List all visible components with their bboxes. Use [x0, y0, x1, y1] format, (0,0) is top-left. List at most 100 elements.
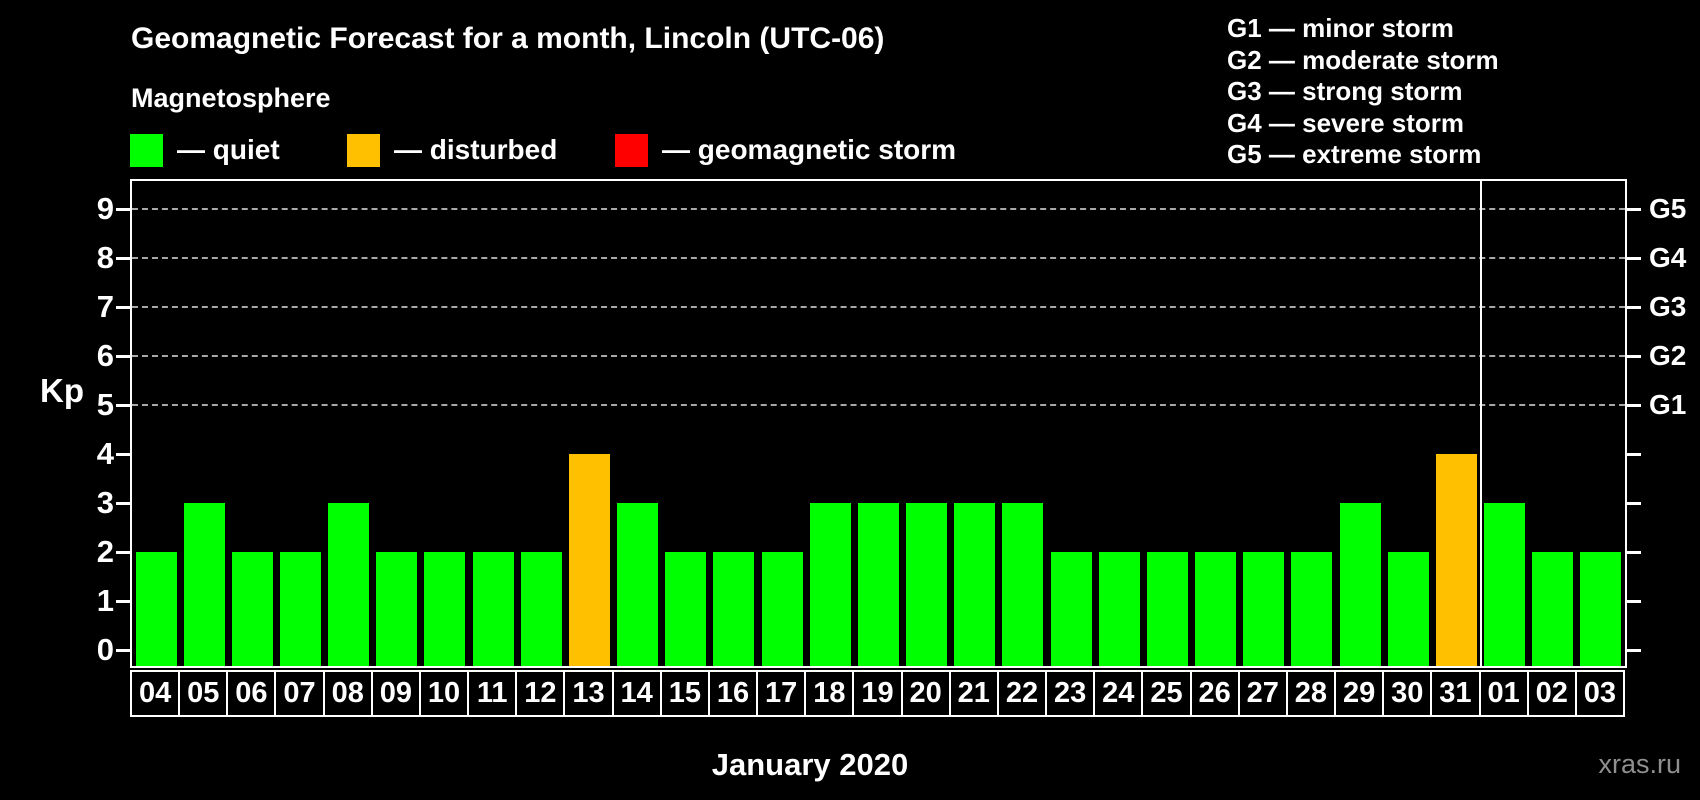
kp-axis-tick-2	[116, 551, 132, 554]
kp-gridline-7	[132, 306, 1625, 308]
legend-item-quiet: — quiet	[130, 133, 280, 167]
kp-axis-tick-label-8: 8	[96, 240, 114, 275]
kp-bar-day-05	[183, 503, 225, 666]
day-label-07: 07	[274, 670, 325, 717]
kp-gridline-5	[132, 404, 1625, 406]
day-label-04: 04	[130, 670, 181, 717]
disturbed-color-swatch	[347, 133, 380, 167]
g-scale-tick-label-g4: G4	[1649, 242, 1687, 273]
day-label-19: 19	[852, 670, 903, 717]
day-label-28: 28	[1285, 670, 1337, 717]
kp-bar-day-26	[1195, 552, 1237, 666]
g-legend-line-g3: G3 — strong storm	[1227, 76, 1463, 106]
day-label-11: 11	[467, 670, 518, 717]
kp-bar-day-10	[424, 552, 466, 666]
g-axis-tick-0	[1625, 649, 1641, 652]
day-label-13: 13	[563, 670, 614, 717]
kp-axis-tick-6	[116, 355, 132, 358]
kp-axis-tick-label-2: 2	[96, 534, 114, 569]
kp-axis-tick-5	[116, 404, 132, 407]
legend-item-storm: — geomagnetic storm	[615, 133, 956, 167]
kp-bar-day-29	[1339, 503, 1381, 666]
g-axis-tick-1	[1625, 600, 1641, 603]
kp-axis-tick-label-0: 0	[96, 632, 114, 667]
g-axis-tick-5	[1625, 404, 1641, 407]
kp-axis-tick-label-6: 6	[96, 338, 114, 373]
kp-bar-day-03	[1580, 552, 1622, 666]
day-label-15: 15	[659, 670, 710, 717]
kp-axis-tick-3	[116, 502, 132, 505]
day-label-10: 10	[418, 670, 470, 717]
kp-axis-tick-label-3: 3	[96, 485, 114, 520]
day-label-08: 08	[322, 670, 373, 717]
kp-bar-day-24	[1098, 552, 1140, 666]
kp-bar-day-09	[376, 552, 418, 666]
g-axis-tick-3	[1625, 502, 1641, 505]
day-label-25: 25	[1141, 670, 1192, 717]
day-label-03: 03	[1574, 670, 1625, 717]
kp-axis-tick-8	[116, 257, 132, 260]
kp-axis-tick-label-5: 5	[96, 387, 114, 422]
day-label-20: 20	[900, 670, 951, 717]
kp-bar-day-17	[761, 552, 803, 666]
g-legend-line-g4: G4 — severe storm	[1227, 107, 1465, 138]
day-label-17: 17	[756, 670, 807, 717]
g-axis-tick-2	[1625, 551, 1641, 554]
kp-bar-day-31	[1435, 454, 1477, 666]
g-scale-tick-label-g5: G5	[1649, 193, 1687, 224]
kp-bar-day-20	[906, 503, 948, 666]
g-legend-line-g5: G5 — extreme storm	[1227, 139, 1482, 169]
g-axis-tick-4	[1625, 453, 1641, 456]
day-label-06: 06	[226, 670, 277, 717]
kp-bar-day-22	[1002, 503, 1044, 666]
x-axis-title: January 2020	[711, 747, 909, 782]
kp-axis-tick-7	[116, 306, 132, 309]
day-label-21: 21	[948, 670, 999, 717]
kp-bar-day-23	[1050, 552, 1092, 666]
day-label-18: 18	[804, 670, 855, 717]
chart-title: Geomagnetic Forecast for a month, Lincol…	[131, 22, 885, 55]
legend-label-storm: — geomagnetic storm	[662, 134, 957, 165]
month-boundary-line	[1479, 181, 1482, 666]
g-scale-tick-label-g1: G1	[1649, 389, 1687, 420]
day-label-30: 30	[1382, 670, 1433, 717]
kp-bar-day-21	[954, 503, 996, 666]
kp-axis-tick-label-4: 4	[96, 436, 114, 471]
day-label-26: 26	[1189, 670, 1240, 717]
plot-area	[130, 179, 1627, 668]
kp-bar-day-27	[1243, 552, 1285, 666]
kp-bar-day-14	[617, 503, 659, 666]
day-label-24: 24	[1093, 670, 1144, 717]
kp-axis-tick-1	[116, 600, 132, 603]
day-label-14: 14	[611, 670, 662, 717]
kp-axis-tick-label-7: 7	[96, 289, 114, 324]
day-label-05: 05	[178, 670, 229, 717]
g-axis-tick-9	[1625, 208, 1641, 211]
day-label-23: 23	[1045, 670, 1096, 717]
day-label-29: 29	[1334, 670, 1385, 717]
kp-bar-day-19	[857, 503, 899, 666]
quiet-color-swatch	[130, 133, 163, 167]
day-label-02: 02	[1526, 670, 1577, 717]
kp-bar-day-25	[1146, 552, 1188, 666]
day-label-22: 22	[996, 670, 1048, 717]
g-scale-tick-label-g3: G3	[1649, 291, 1687, 322]
g-scale-tick-label-g2: G2	[1649, 340, 1687, 371]
day-label-31: 31	[1430, 670, 1481, 717]
g-axis-tick-8	[1625, 257, 1641, 260]
day-label-01: 01	[1478, 670, 1529, 717]
g-legend-line-g1: G1 — minor storm	[1227, 13, 1454, 43]
storm-color-swatch	[615, 133, 648, 167]
kp-gridline-6	[132, 355, 1625, 357]
day-label-12: 12	[515, 670, 566, 717]
g-scale-legend: G1 — minor storm G2 — moderate storm G3 …	[1227, 13, 1499, 171]
kp-bar-day-30	[1387, 552, 1429, 666]
kp-bar-day-28	[1291, 552, 1333, 666]
kp-axis-tick-9	[116, 208, 132, 211]
day-label-27: 27	[1237, 670, 1288, 717]
g-axis-tick-6	[1625, 355, 1641, 358]
g-axis-tick-7	[1625, 306, 1641, 309]
kp-gridline-8	[132, 257, 1625, 259]
kp-bar-day-16	[713, 552, 755, 666]
